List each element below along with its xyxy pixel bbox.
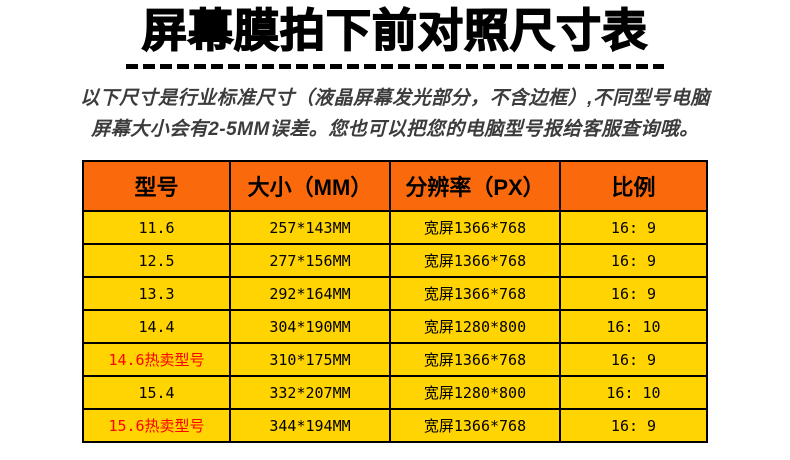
cell-resolution: 宽屏1366*768 — [389, 342, 561, 377]
cell-model: 14.4 — [82, 309, 231, 344]
cell-ratio: 16: 9 — [559, 342, 708, 377]
cell-ratio: 16: 10 — [559, 375, 708, 410]
cell-model: 12.5 — [82, 243, 231, 278]
cell-size: 292*164MM — [229, 276, 391, 311]
cell-resolution: 宽屏1366*768 — [389, 408, 561, 443]
cell-ratio: 16: 9 — [559, 243, 708, 278]
cell-size: 344*194MM — [229, 408, 391, 443]
cell-size: 304*190MM — [229, 309, 391, 344]
column-header-model: 型号 — [82, 160, 231, 212]
column-header-resolution: 分辨率（PX） — [389, 160, 561, 212]
dashed-divider — [126, 64, 664, 69]
cell-size: 277*156MM — [229, 243, 391, 278]
cell-model: 11.6 — [82, 210, 231, 245]
cell-resolution: 宽屏1280*800 — [389, 309, 561, 344]
cell-size: 310*175MM — [229, 342, 391, 377]
column-header-ratio: 比例 — [559, 160, 708, 212]
cell-ratio: 16: 10 — [559, 309, 708, 344]
column-header-size: 大小（MM） — [229, 160, 391, 212]
table-row-hot-model: 15.6热卖型号 344*194MM 宽屏1366*768 16: 9 — [82, 408, 708, 443]
cell-ratio: 16: 9 — [559, 210, 708, 245]
cell-model-hot: 15.6热卖型号 — [82, 408, 231, 443]
cell-resolution: 宽屏1280*800 — [389, 375, 561, 410]
description-line-2: 屏幕大小会有2-5MM误差。您也可以把您的电脑型号报给客服查询哦。 — [91, 119, 699, 140]
table-row: 12.5 277*156MM 宽屏1366*768 16: 9 — [82, 243, 708, 278]
cell-size: 257*143MM — [229, 210, 391, 245]
cell-resolution: 宽屏1366*768 — [389, 276, 561, 311]
cell-size: 332*207MM — [229, 375, 391, 410]
table-header-row: 型号 大小（MM） 分辨率（PX） 比例 — [82, 160, 708, 212]
table-row: 15.4 332*207MM 宽屏1280*800 16: 10 — [82, 375, 708, 410]
description: 以下尺寸是行业标准尺寸（液晶屏幕发光部分，不含边框）,不同型号电脑 屏幕大小会有… — [0, 83, 790, 145]
page-title: 屏幕膜拍下前对照尺寸表 — [141, 4, 648, 57]
cell-model-hot: 14.6热卖型号 — [82, 342, 231, 377]
table-row: 14.4 304*190MM 宽屏1280*800 16: 10 — [82, 309, 708, 344]
cell-resolution: 宽屏1366*768 — [389, 210, 561, 245]
table-row-hot-model: 14.6热卖型号 310*175MM 宽屏1366*768 16: 9 — [82, 342, 708, 377]
description-line-1: 以下尺寸是行业标准尺寸（液晶屏幕发光部分，不含边框）,不同型号电脑 — [80, 88, 710, 109]
table-row: 13.3 292*164MM 宽屏1366*768 16: 9 — [82, 276, 708, 311]
cell-ratio: 16: 9 — [559, 276, 708, 311]
cell-model: 13.3 — [82, 276, 231, 311]
cell-model: 15.4 — [82, 375, 231, 410]
size-comparison-table: 型号 大小（MM） 分辨率（PX） 比例 11.6 257*143MM 宽屏13… — [82, 160, 708, 443]
table-row: 11.6 257*143MM 宽屏1366*768 16: 9 — [82, 210, 708, 245]
cell-resolution: 宽屏1366*768 — [389, 243, 561, 278]
cell-ratio: 16: 9 — [559, 408, 708, 443]
table-body: 11.6 257*143MM 宽屏1366*768 16: 9 12.5 277… — [82, 210, 708, 443]
